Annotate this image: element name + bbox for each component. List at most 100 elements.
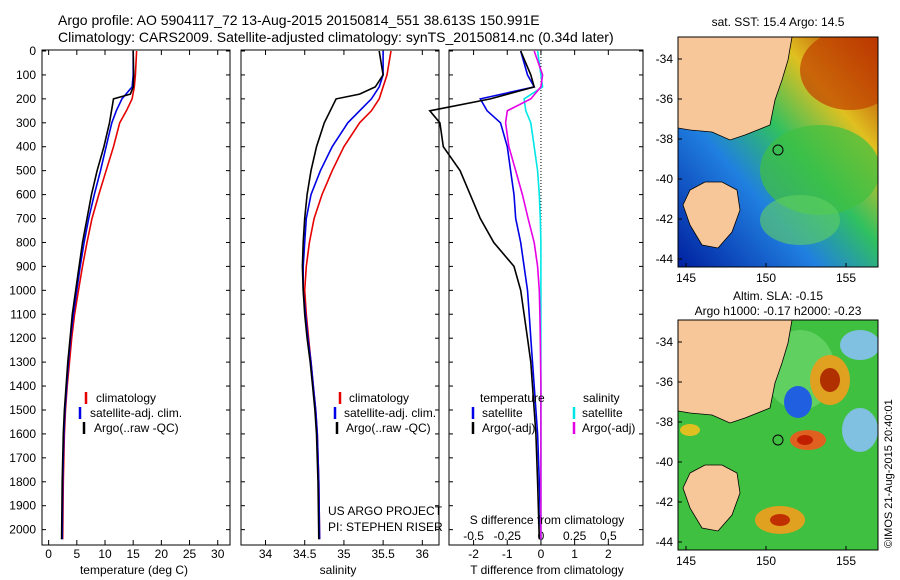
sla-map-title: Altim. SLA: -0.15: [733, 289, 823, 303]
legend-label-salinity: salinity: [583, 391, 620, 405]
s-diff-tick-label: 0.5: [600, 529, 617, 543]
x-tick-label: -2: [468, 547, 479, 561]
tasmania-sla: [682, 464, 741, 532]
sla-map-subtitle: Argo h1000: -0.17 h2000: -0.23: [695, 304, 862, 318]
depth-tick-label: 1500: [9, 403, 36, 417]
depth-tick-label: 800: [16, 235, 36, 249]
map-lon-label: 155: [836, 554, 856, 568]
imos-stamp: ©IMOS 21-Aug-2015 20:40:01: [883, 399, 895, 548]
map-lon-label: 145: [676, 271, 696, 285]
legend-label-temperature: temperature: [480, 391, 545, 405]
legend-label-t-argo: Argo(-adj): [482, 421, 535, 435]
series-line: [479, 50, 542, 540]
depth-tick-label: 0: [29, 44, 36, 58]
depth-tick-label: 900: [16, 259, 36, 273]
x-tick-label: 1: [571, 547, 578, 561]
series-line: [428, 50, 541, 540]
depth-tick-label: 1200: [9, 331, 36, 345]
legend-label-t-satellite: satellite: [482, 406, 523, 420]
depth-tick-label: 500: [16, 164, 36, 178]
salinity-panel-frame: [240, 49, 440, 546]
depth-tick-label: 1800: [9, 475, 36, 489]
map-lat-label: -44: [656, 535, 674, 549]
sst-map-title: sat. SST: 15.4 Argo: 14.5: [712, 15, 845, 29]
depth-tick-label: 1000: [9, 283, 36, 297]
sst-map: [678, 37, 878, 267]
tasmania-sst: [682, 181, 741, 249]
australia-mainland-sst: [678, 37, 793, 141]
x-tick-label: 34: [259, 547, 273, 561]
legend-label-argo: Argo(..raw -QC): [94, 421, 179, 435]
map-lat-label: -38: [656, 132, 674, 146]
temperature-plot: 0 5 10 15 20 25 30: [45, 50, 225, 561]
legend-label-satellite: satellite-adj. clim.: [344, 406, 436, 420]
s-diff-tick-label: 0.25: [563, 529, 587, 543]
difference-panel-frame: [448, 49, 644, 546]
depth-tick-label: 1600: [9, 427, 36, 441]
map-lat-label: -34: [656, 52, 674, 66]
x-tick-label: 15: [127, 547, 141, 561]
depth-tick-label: 2000: [9, 523, 36, 537]
x-tick-label: 34.5: [293, 547, 317, 561]
depth-tick-label: 700: [16, 212, 36, 226]
series-line: [61, 51, 134, 540]
depth-tick-label: 100: [16, 68, 36, 82]
map-lon-label: 155: [836, 271, 856, 285]
depth-tick-labels: 0 100 200 300 400 500 600 700 800 900 1000 1100 1200…: [9, 44, 643, 537]
depth-tick-label: 1100: [10, 307, 36, 321]
depth-tick-label: 200: [16, 92, 36, 106]
legend-label-s-argo: Argo(-adj): [582, 421, 635, 435]
pi-annotation: PI: STEPHEN RISER: [328, 520, 443, 534]
map-lon-label: 145: [676, 554, 696, 568]
difference-plot: -2 -1 0 1 2-0.5 -0.25 0 0.25 0.5: [428, 50, 617, 561]
series-line: [61, 50, 138, 540]
s-diff-tick-label: -0.25: [494, 529, 522, 543]
temperature-panel-frame: [41, 49, 231, 546]
map-lat-label: -34: [656, 335, 674, 349]
map-lat-label: -42: [656, 212, 674, 226]
depth-tick-label: 600: [16, 188, 36, 202]
legend-label-satellite: satellite-adj. clim.: [90, 406, 182, 420]
legend-label-s-satellite: satellite: [582, 406, 623, 420]
series-line: [504, 50, 544, 540]
temperature-legend: climatology satellite-adj. clim. Argo(..…: [78, 391, 182, 435]
profile-title: Argo profile: AO 5904117_72 13-Aug-2015 …: [58, 12, 540, 28]
x-tick-label: -1: [502, 547, 513, 561]
map-lat-label: -36: [656, 92, 674, 106]
map-lon-label: 150: [756, 271, 776, 285]
depth-tick-label: 1400: [9, 379, 36, 393]
x-tick-label: 10: [98, 547, 112, 561]
x-tick-label: 2: [605, 547, 612, 561]
x-tick-label: 20: [155, 547, 169, 561]
map-lat-label: -44: [656, 252, 674, 266]
s-diff-xlabel: S difference from climatology: [470, 513, 625, 527]
x-tick-label: 30: [211, 547, 225, 561]
legend-label-climatology: climatology: [349, 391, 409, 405]
argo-location-marker-sst: [772, 144, 784, 156]
map-lat-label: -36: [656, 375, 674, 389]
t-diff-xlabel: T difference from climatology: [470, 563, 624, 577]
salinity-xlabel: salinity: [320, 563, 357, 577]
series-line: [301, 50, 384, 540]
depth-tick-label: 400: [16, 140, 36, 154]
salinity-legend: climatology satellite-adj. clim. Argo(..…: [333, 391, 436, 435]
x-tick-label: 5: [73, 547, 80, 561]
s-diff-tick-label: -0.5: [463, 529, 484, 543]
depth-tick-label: 1900: [9, 499, 36, 513]
x-tick-label: 0: [538, 547, 545, 561]
x-tick-label: 0: [45, 547, 52, 561]
depth-tick-label: 300: [16, 116, 36, 130]
map-lat-label: -40: [656, 172, 674, 186]
salinity-plot: 34 34.5 35 35.5 36: [259, 50, 429, 561]
legend-label-climatology: climatology: [96, 391, 156, 405]
x-tick-label: 25: [183, 547, 197, 561]
map-lon-label: 150: [756, 554, 776, 568]
series-line: [302, 51, 384, 540]
australia-mainland-sla: [678, 320, 793, 424]
map-lat-label: -42: [656, 495, 674, 509]
temperature-xlabel: temperature (deg C): [80, 563, 188, 577]
x-tick-label: 35.5: [371, 547, 395, 561]
x-tick-label: 35: [337, 547, 351, 561]
